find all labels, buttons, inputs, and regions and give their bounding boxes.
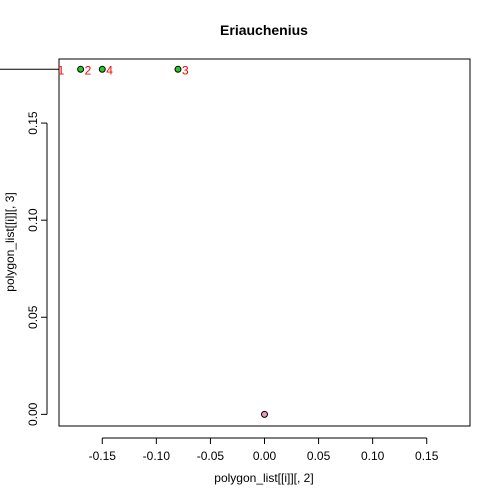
y-tick-label: 0.15 (26, 111, 40, 135)
x-tick-label: 0.05 (307, 449, 331, 463)
data-point (261, 410, 268, 418)
plot-frame (58, 58, 471, 427)
data-point (98, 65, 106, 73)
data-point (77, 65, 85, 73)
y-tick-label: 0.05 (26, 305, 40, 329)
chart-title: Eriauchenius (220, 22, 308, 38)
x-tick-label: -0.15 (89, 449, 117, 463)
y-axis-label: polygon_list[[i]][, 3] (3, 192, 17, 291)
offplot-point-label: 1 (58, 63, 65, 77)
x-tick-label: -0.05 (197, 449, 225, 463)
data-point (174, 65, 182, 73)
points-layer (77, 65, 268, 418)
point-label: 4 (106, 63, 113, 77)
x-tick-label: 0.15 (415, 449, 439, 463)
x-tick-label: -0.10 (143, 449, 171, 463)
x-tick-label: 0.10 (361, 449, 385, 463)
point-label: 3 (182, 63, 189, 77)
x-axis: -0.15 -0.10 -0.05 0.00 0.05 0.10 0.15 (89, 437, 439, 463)
point-label: 2 (85, 63, 92, 77)
y-axis: 0.00 0.05 0.10 0.15 (26, 111, 48, 426)
x-axis-label: polygon_list[[i]][, 2] (214, 471, 313, 485)
x-tick-label: 0.00 (253, 449, 277, 463)
point-labels-layer: 2 4 3 1 (58, 63, 189, 77)
y-tick-label: 0.00 (26, 402, 40, 426)
y-tick-label: 0.10 (26, 208, 40, 232)
